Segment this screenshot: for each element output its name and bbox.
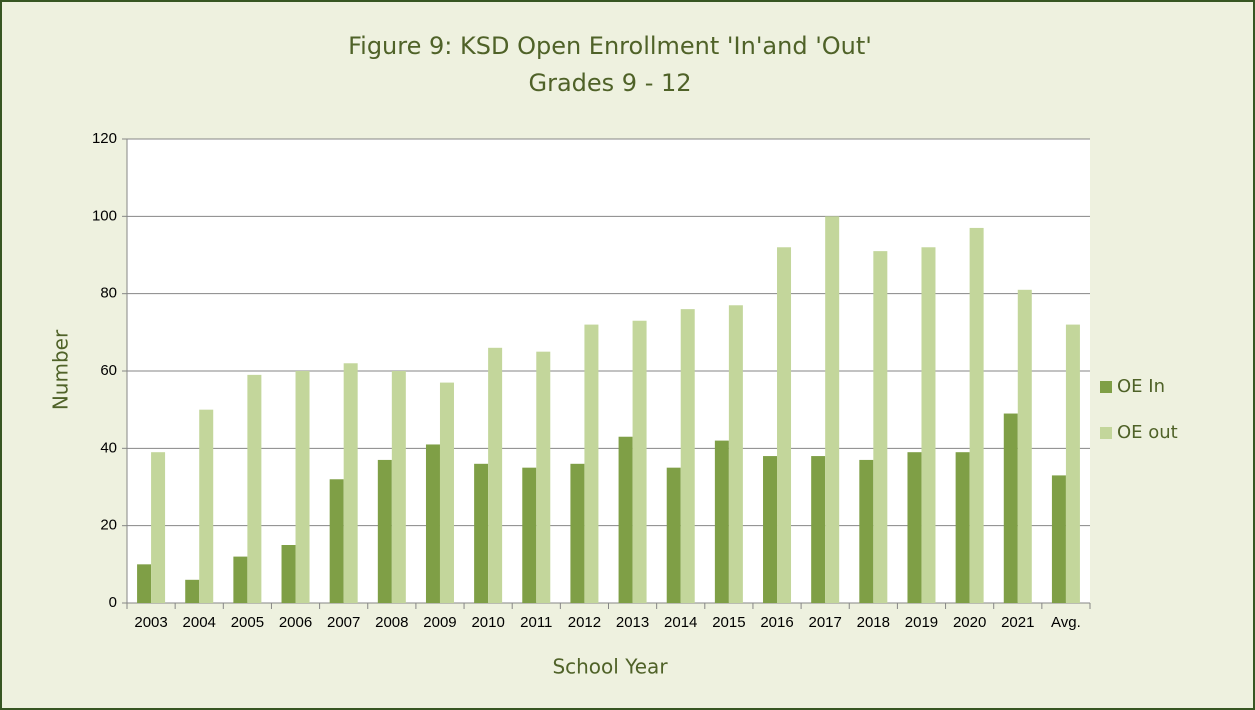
x-tick-label: 2010 [471,614,504,631]
bar [425,444,440,603]
bar [632,320,647,603]
bar [907,452,922,603]
bar [295,371,310,603]
bar [377,459,392,603]
y-tick-label: 20 [100,517,117,534]
x-tick-label: 2016 [760,614,793,631]
bar [921,247,936,603]
bar [1017,289,1032,603]
legend-label: OE out [1117,422,1178,443]
bar [680,309,695,603]
x-tick-label: Avg. [1051,614,1081,631]
bar [859,459,874,603]
bar [151,452,166,603]
bar [666,467,681,603]
bar [137,564,152,603]
legend-label: OE In [1117,376,1165,397]
x-tick-label: 2007 [327,614,360,631]
bar [955,452,970,603]
bar [825,216,840,604]
x-tick-label: 2012 [568,614,601,631]
bar [199,409,214,603]
x-axis-label: School Year [552,655,668,679]
y-tick-label: 100 [92,207,117,224]
bar [536,351,551,603]
chart-title: Figure 9: KSD Open Enrollment 'In'and 'O… [348,32,872,60]
bar [185,579,200,603]
x-tick-label: 2018 [857,614,890,631]
bar [474,463,489,603]
legend-swatch [1100,381,1112,393]
bar [584,324,599,603]
y-tick-label: 0 [109,594,117,611]
x-tick-label: 2019 [905,614,938,631]
x-tick-label: 2011 [520,614,552,631]
bar [969,227,984,603]
bar [873,251,888,603]
x-tick-label: 2013 [616,614,649,631]
bar [1065,324,1080,603]
x-tick-label: 2017 [808,614,841,631]
bar [728,305,743,603]
y-tick-label: 40 [100,439,117,456]
y-tick-label: 80 [100,285,117,302]
x-tick-label: 2005 [231,614,264,631]
bar [777,247,792,603]
bar [391,371,406,603]
bar [343,363,358,603]
bar [233,556,248,603]
bar [522,467,537,603]
bar [763,456,778,603]
bar [281,545,296,603]
bar [714,440,729,603]
bar [329,479,344,603]
bar [488,347,503,603]
bar [439,382,454,603]
x-tick-label: 2003 [134,614,167,631]
x-tick-label: 2015 [712,614,745,631]
x-tick-label: 2020 [953,614,986,631]
bar [618,436,633,603]
bar [1051,475,1066,603]
x-tick-label: 2004 [183,614,216,631]
y-tick-label: 60 [100,362,117,379]
y-axis-label: Number [49,329,73,410]
legend-swatch [1100,427,1112,439]
bar [811,456,826,603]
chart-subtitle: Grades 9 - 12 [528,69,691,97]
x-tick-label: 2006 [279,614,312,631]
x-tick-label: 2021 [1001,614,1034,631]
y-tick-label: 120 [92,130,117,147]
bar [1003,413,1018,603]
x-tick-label: 2014 [664,614,697,631]
x-tick-label: 2009 [423,614,456,631]
bar [247,374,262,603]
x-tick-label: 2008 [375,614,408,631]
bar [570,463,585,603]
